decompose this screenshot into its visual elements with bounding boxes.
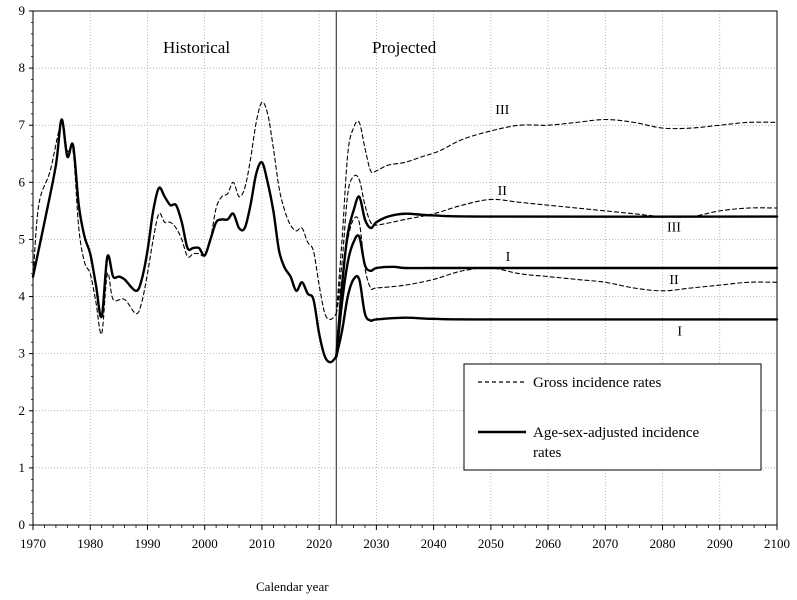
axes: 0 1 2 3 4 5 6 7 8 9 1970 1980 1990 2000 2010 2020 2030 20… [19, 3, 791, 551]
y-tick-label: 4 [19, 289, 26, 304]
historical-label: Historical [163, 38, 230, 57]
y-tick-label: 9 [19, 3, 26, 18]
y-tick-label: 7 [19, 117, 26, 132]
scenario-label: III [667, 220, 681, 235]
x-tick-label: 2010 [249, 536, 275, 551]
x-tick-label: 2030 [363, 536, 389, 551]
x-tick-label: 2080 [650, 536, 676, 551]
y-tick-label: 6 [19, 174, 26, 189]
scenario-label: I [677, 324, 682, 339]
x-tick-label: 1970 [20, 536, 46, 551]
y-tick-label: 5 [19, 231, 26, 246]
x-tick-label: 2050 [478, 536, 504, 551]
x-tick-label: 2000 [192, 536, 218, 551]
x-axis-title: Calendar year [256, 579, 329, 594]
y-tick-label: 1 [19, 460, 26, 475]
x-tick-label: 2090 [707, 536, 733, 551]
annotations: Historical Projected [163, 38, 437, 57]
x-tick-label: 2020 [306, 536, 332, 551]
adjusted-rate-line-historical [31, 118, 338, 364]
gross-rate-line-historical [32, 101, 337, 335]
legend-label-adjusted: Age-sex-adjusted incidence [533, 425, 700, 441]
gross-rate-line-iii [335, 118, 778, 315]
y-tick-label: 0 [19, 517, 26, 532]
x-tick-label: 2060 [535, 536, 561, 551]
adjusted-rate-line-iii [335, 195, 779, 358]
scenario-label: I [506, 250, 511, 265]
y-tick-label: 3 [19, 346, 26, 361]
y-tick-label: 8 [19, 60, 26, 75]
projected-label: Projected [372, 38, 437, 57]
x-tick-label: 2040 [421, 536, 447, 551]
x-tick-label: 2070 [592, 536, 618, 551]
y-tick-label: 2 [19, 403, 26, 418]
x-tick-label: 2100 [764, 536, 790, 551]
series-lines [31, 101, 779, 364]
scenario-label: II [498, 184, 508, 199]
scenario-label: II [669, 273, 679, 288]
x-tick-label: 1990 [134, 536, 160, 551]
legend-label-adjusted-line2: rates [533, 445, 561, 461]
adjusted-rate-line-ii [335, 234, 779, 358]
legend: Gross incidence rates Age-sex-adjusted i… [463, 363, 762, 471]
gross-rate-line-i [335, 216, 778, 315]
x-tick-label: 1980 [77, 536, 103, 551]
legend-label-gross: Gross incidence rates [533, 375, 661, 391]
adjusted-rate-line-i [335, 274, 779, 358]
gross-rate-line-ii [335, 174, 778, 315]
scenario-label: III [495, 103, 509, 118]
